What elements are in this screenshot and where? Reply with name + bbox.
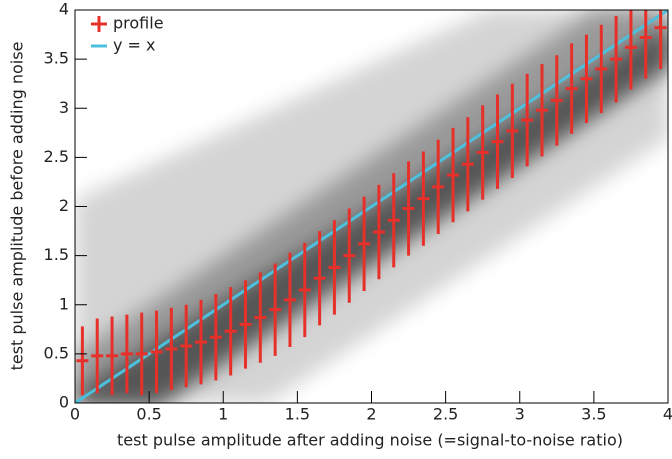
x-tick-label: 2.5 [433, 405, 458, 424]
y-tick-label: 0 [59, 393, 69, 412]
profile-point [447, 127, 460, 223]
profile-point [106, 316, 119, 396]
y-tick-label: 3.5 [44, 49, 69, 68]
density-core [75, 25, 668, 403]
profile-point [269, 263, 282, 356]
profile-point [313, 231, 326, 326]
profile-point [120, 314, 133, 394]
y-axis-label: test pulse amplitude before adding noise [8, 42, 27, 371]
y-tick-label: 0.5 [44, 343, 69, 362]
profile-point [135, 312, 148, 396]
profile-point [209, 293, 222, 381]
profile-point [506, 83, 519, 179]
x-tick-label: 0.5 [136, 405, 161, 424]
profile-point [595, 24, 608, 114]
profile-point [150, 310, 163, 394]
profile-point [298, 242, 311, 338]
x-tick-label: 0 [70, 405, 80, 424]
profile-point [343, 208, 356, 303]
profile-point [372, 184, 385, 280]
profile-point [654, 10, 667, 69]
profile-point [239, 280, 252, 369]
profile-point [535, 64, 548, 157]
profile-point [165, 307, 178, 391]
y-tick-label: 1 [59, 294, 69, 313]
x-tick-label: 3.5 [581, 405, 606, 424]
x-tick-label: 4 [663, 405, 672, 424]
x-axis-label: test pulse amplitude after adding noise … [117, 431, 623, 450]
x-tick-label: 1 [218, 405, 228, 424]
y-tick-label: 2.5 [44, 147, 69, 166]
profile-point [91, 318, 104, 394]
profile-point [387, 173, 400, 268]
y-tick-label: 1.5 [44, 245, 69, 264]
profile-point [254, 272, 267, 363]
profile-point [550, 55, 563, 146]
y-tick-label: 2 [59, 196, 69, 215]
profile-point [565, 43, 578, 134]
profile-point [358, 196, 371, 291]
profile-point [76, 326, 89, 396]
profile-point [224, 287, 237, 376]
legend-label: y = x [113, 36, 156, 55]
x-tick-label: 2 [366, 405, 376, 424]
profile-point [461, 117, 474, 212]
profile-point [432, 139, 445, 235]
profile-point [580, 34, 593, 123]
profile-point [195, 299, 208, 385]
profile-point [417, 151, 430, 246]
profile-point [328, 220, 341, 315]
profile-point [491, 94, 504, 189]
profile-point [180, 304, 193, 388]
legend-label: profile [113, 14, 164, 33]
profile-point [521, 73, 534, 167]
x-tick-label: 1.5 [285, 405, 310, 424]
y-tick-label: 4 [59, 0, 69, 19]
profile-point [610, 15, 623, 103]
profile-point [402, 161, 415, 256]
x-tick-label: 3 [515, 405, 525, 424]
profile-point [476, 105, 489, 200]
reference-line [75, 10, 668, 403]
marks [75, 10, 668, 403]
y-tick-label: 3 [59, 98, 69, 117]
profile-point [624, 10, 637, 90]
profile-point [283, 252, 296, 347]
